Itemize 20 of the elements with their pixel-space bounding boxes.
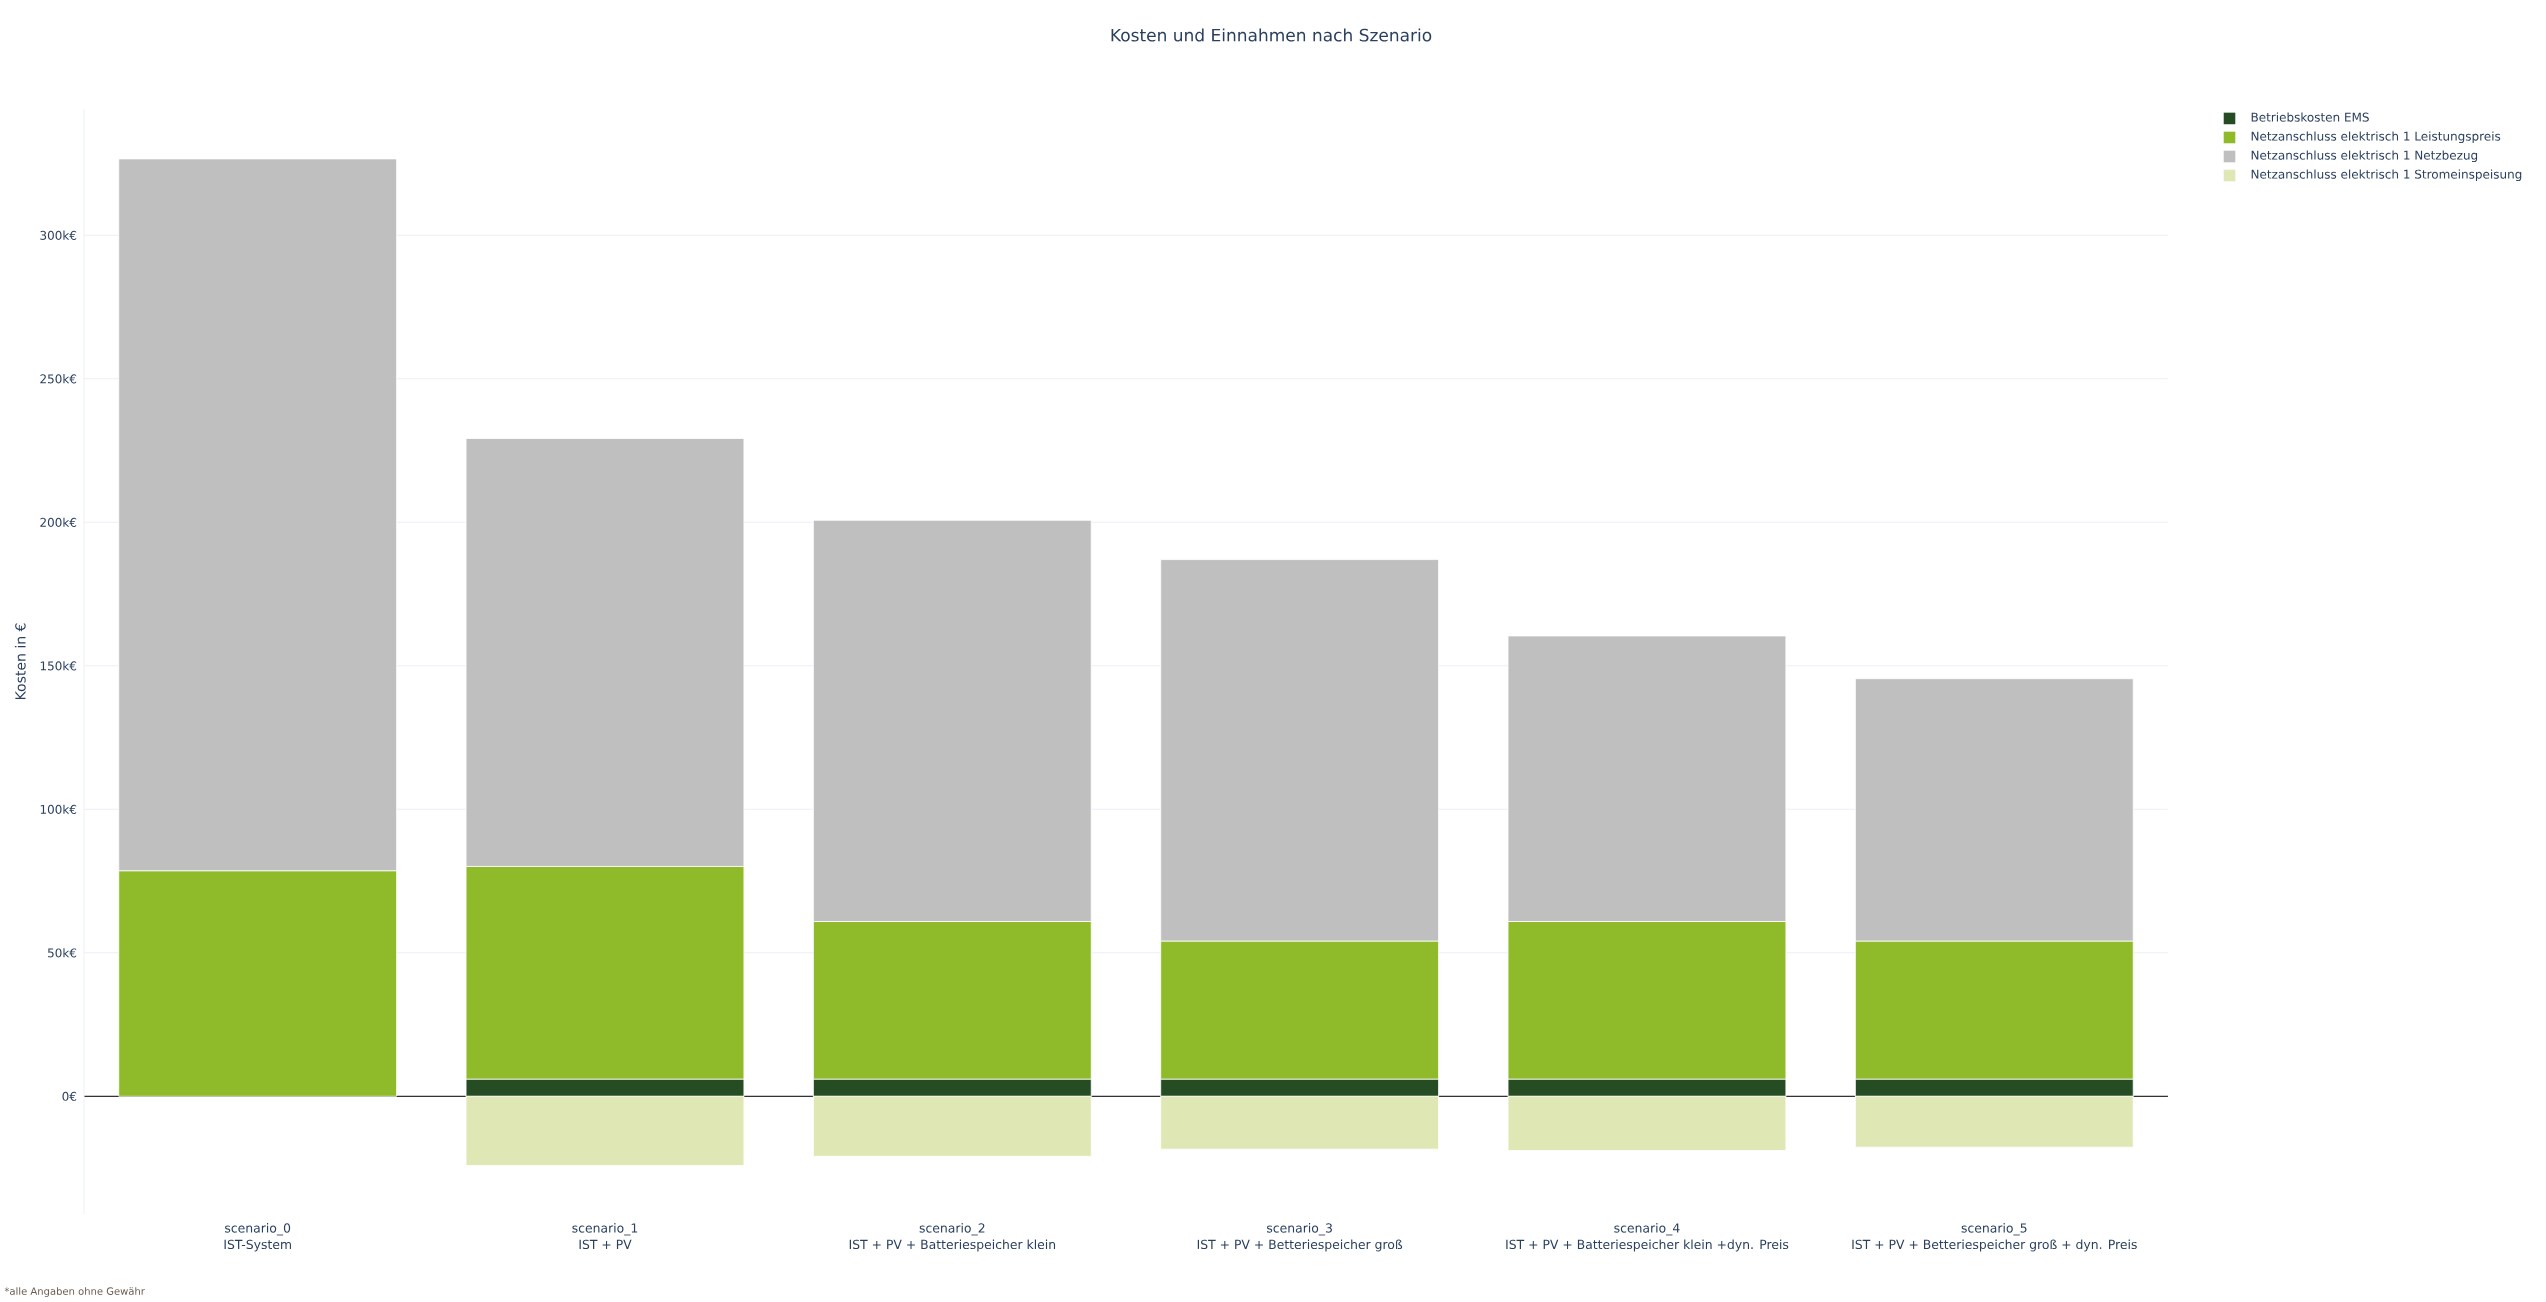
y-tick-label: 150k€ [40,661,77,671]
y-tick-label: 0€ [62,1091,77,1101]
x-tick-label: scenario_3 IST + PV + Betteriespeicher groß [1197,1223,1403,1252]
x-tick-label: scenario_5 IST + PV + Betteriespeicher groß + dyn. Preis [1852,1223,2137,1252]
y-tick-label: 300k€ [40,230,77,240]
text: *alle Angaben ohne Gewähr [4,1287,145,1297]
x-tick-label: scenario_2 IST + PV + Batteriespeicher klein [849,1223,1056,1252]
legend-label: Netzanschluss elektrisch 1 Stromeinspeisung [2251,169,2522,182]
y-tick-label: 200k€ [40,517,77,527]
legend-label: Netzanschluss elektrisch 1 Netzbezug [2251,150,2478,163]
y-tick-label: 250k€ [40,374,77,384]
x-tick-label: scenario_4 IST + PV + Batteriespeicher klein +dyn. Preis [1506,1223,1789,1252]
chart-title: Kosten und Einnahmen nach Szenario [1111,28,1432,42]
legend-label: Betriebskosten EMS [2251,112,2369,122]
x-tick-label: scenario_0 IST-System [224,1223,291,1252]
x-tick-label: scenario_1 IST + PV [572,1223,638,1250]
y-tick-label: 100k€ [40,804,77,814]
y-tick-label: 50k€ [48,948,77,958]
y-axis-title: Kosten in € [14,623,26,700]
legend-label: Netzanschluss elektrisch 1 Leistungspreis [2251,131,2501,144]
